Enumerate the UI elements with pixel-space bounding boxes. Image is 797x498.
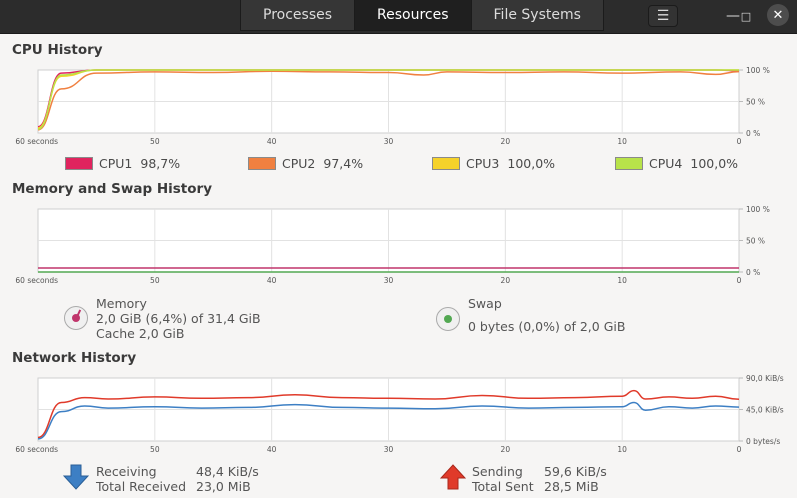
total-sent-label: Total Sent (472, 479, 534, 494)
memory-history-graph: 100 % 50 % 0 % 60 seconds 50 40 30 20 10 0 (15, 205, 770, 285)
swap-info: Swap 0 bytes (0,0%) of 2,0 GiB (468, 296, 625, 334)
sending-value: 59,6 KiB/s (544, 464, 607, 479)
close-icon: ✕ (772, 7, 784, 23)
memory-section-title: Memory and Swap History (12, 181, 212, 197)
total-sent-value: 28,5 MiB (544, 479, 599, 494)
hamburger-icon: ☰ (656, 8, 670, 24)
cpu-series-cpu2 (37, 70, 740, 131)
memory-y-tick: 50 % (746, 237, 765, 246)
memory-label: Memory (96, 296, 147, 311)
cpu-series-cpu4 (37, 69, 739, 130)
cpu2-value: 97,4% (323, 156, 364, 171)
swap-usage: 0 bytes (0,0%) of 2,0 GiB (468, 319, 626, 334)
memory-pie-needle (75, 309, 82, 320)
network-x-tick: 50 (150, 445, 160, 454)
menu-button[interactable]: ☰ (648, 5, 678, 27)
sending-label: Sending (472, 464, 523, 479)
legend-cpu1[interactable]: CPU1 98,7% (65, 156, 180, 171)
cpu-x-tick: 0 (737, 137, 742, 146)
cpu4-value: 100,0% (690, 156, 739, 171)
network-x-tick: 30 (384, 445, 394, 454)
network-series-sending (37, 389, 740, 439)
network-y-tick: 45,0 KiB/s (746, 406, 784, 415)
tab-processes[interactable]: Processes (240, 0, 356, 31)
legend-cpu3[interactable]: CPU3 100,0% (432, 156, 555, 171)
network-section-title: Network History (12, 350, 137, 366)
cpu-history-graph: 100 % 50 % 0 % 60 seconds 50 40 30 20 10 0 (15, 66, 770, 146)
cpu4-swatch[interactable] (615, 157, 643, 170)
network-y-tick: 0 bytes/s (746, 437, 780, 446)
cpu-section-title: CPU History (12, 42, 103, 58)
memory-pie-icon[interactable] (64, 306, 88, 330)
cpu1-label: CPU1 (99, 156, 133, 171)
legend-cpu4[interactable]: CPU4 100,0% (615, 156, 738, 171)
cpu-x-tick: 30 (384, 137, 394, 146)
cpu-x-tick: 10 (617, 137, 627, 146)
network-series-receiving (37, 401, 740, 440)
receiving-arrow-icon[interactable] (63, 464, 89, 490)
sending-info: Sending 59,6 KiB/s Total Sent 28,5 MiB (472, 464, 607, 494)
memory-x-tick: 20 (501, 276, 511, 285)
receiving-label: Receiving (96, 464, 157, 479)
memory-x-tick: 40 (267, 276, 277, 285)
total-received-label: Total Received (96, 479, 187, 494)
memory-info: Memory 2,0 GiB (6,4%) of 31,4 GiB Cache … (96, 296, 261, 341)
cpu-x-tick: 40 (267, 137, 277, 146)
cpu-y-tick: 0 % (746, 129, 760, 138)
memory-y-tick: 100 % (746, 205, 770, 214)
minimize-button[interactable]: — (722, 5, 744, 27)
cpu2-swatch[interactable] (248, 157, 276, 170)
network-x-tick: 40 (267, 445, 277, 454)
network-x-tick: 60 seconds (15, 445, 58, 454)
memory-x-tick: 0 (737, 276, 742, 285)
memory-x-tick: 50 (150, 276, 160, 285)
maximize-button[interactable]: □ (735, 5, 757, 27)
cpu-y-tick: 100 % (746, 66, 770, 75)
sending-arrow-icon[interactable] (440, 464, 466, 490)
network-y-tick: 90,0 KiB/s (746, 374, 784, 383)
cpu3-swatch[interactable] (432, 157, 460, 170)
network-x-tick: 10 (617, 445, 627, 454)
view-switcher: Processes Resources File Systems (240, 0, 604, 32)
cpu1-value: 98,7% (140, 156, 181, 171)
memory-x-tick: 60 seconds (15, 276, 58, 285)
header-bar: Processes Resources File Systems ☰ — □ ✕ (0, 0, 797, 34)
cpu-x-tick: 20 (501, 137, 511, 146)
memory-cache: Cache 2,0 GiB (96, 326, 185, 341)
cpu3-value: 100,0% (507, 156, 556, 171)
total-received-value: 23,0 MiB (196, 479, 251, 494)
swap-pie-icon[interactable] (436, 307, 460, 331)
memory-y-tick: 0 % (746, 268, 760, 277)
cpu4-label: CPU4 (649, 156, 683, 171)
cpu-grid (38, 70, 739, 133)
memory-usage: 2,0 GiB (6,4%) of 31,4 GiB (96, 311, 261, 326)
cpu3-label: CPU3 (466, 156, 500, 171)
network-grid (38, 378, 739, 441)
legend-cpu2[interactable]: CPU2 97,4% (248, 156, 363, 171)
minimize-icon: — (726, 8, 740, 24)
network-history-graph: 90,0 KiB/s 45,0 KiB/s 0 bytes/s 60 seconds 5… (15, 374, 784, 454)
memory-x-tick: 30 (384, 276, 394, 285)
tab-resources[interactable]: Resources (355, 0, 472, 31)
memory-x-tick: 10 (617, 276, 627, 285)
maximize-icon: □ (740, 9, 752, 23)
cpu-x-tick: 60 seconds (15, 137, 58, 146)
tab-file-systems[interactable]: File Systems (471, 0, 604, 31)
network-x-tick: 20 (501, 445, 511, 454)
receiving-info: Receiving 48,4 KiB/s Total Received 23,0 M… (96, 464, 259, 494)
cpu2-label: CPU2 (282, 156, 316, 171)
cpu-y-tick: 50 % (746, 98, 765, 107)
close-button[interactable]: ✕ (767, 4, 789, 26)
network-x-tick: 0 (737, 445, 742, 454)
receiving-value: 48,4 KiB/s (196, 464, 259, 479)
cpu-x-tick: 50 (150, 137, 160, 146)
memory-grid (38, 209, 739, 272)
cpu1-swatch[interactable] (65, 157, 93, 170)
swap-label: Swap (468, 296, 502, 311)
